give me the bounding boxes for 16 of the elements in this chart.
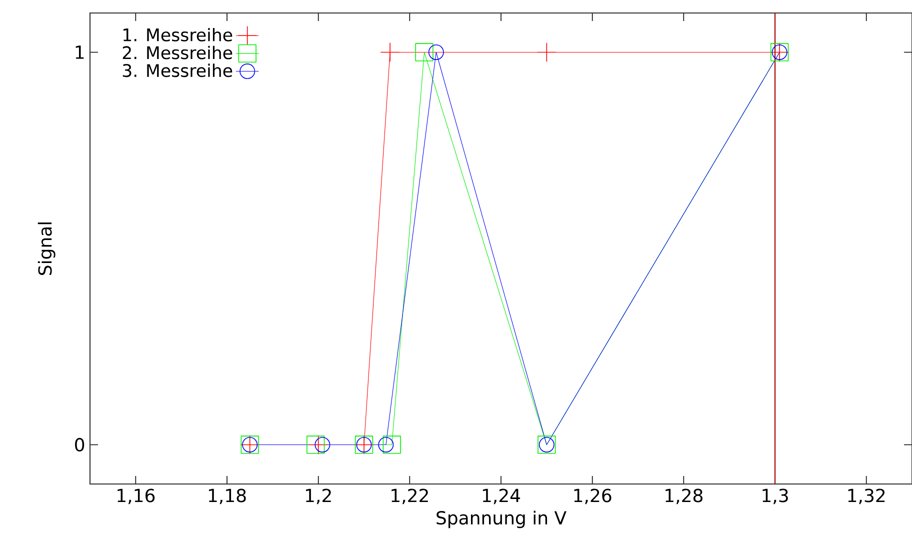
y-axis-title: Signal bbox=[38, 222, 56, 275]
x-tick-label: 1,26 bbox=[574, 488, 612, 504]
x-tick-label: 1,3 bbox=[762, 488, 788, 504]
x-tick-label: 1,18 bbox=[208, 488, 246, 504]
x-tick-label: 1,22 bbox=[392, 488, 428, 504]
x-axis-title: Spannung in V bbox=[436, 510, 566, 528]
y-tick-label: 1 bbox=[76, 46, 84, 59]
x-tick-label: 1,16 bbox=[118, 488, 155, 504]
x-tick-label: 1,28 bbox=[666, 488, 702, 504]
legend-label: 1. Messreihe bbox=[124, 28, 232, 42]
x-tick-label: 1,2 bbox=[306, 488, 331, 504]
x-tick-label: 1,24 bbox=[482, 488, 520, 504]
legend-label: 2. Messreihe bbox=[122, 46, 232, 60]
legend-label: 3. Messreihe bbox=[122, 64, 232, 78]
x-tick-label: 1,32 bbox=[848, 488, 885, 504]
y-tick-label: 0 bbox=[75, 438, 84, 452]
